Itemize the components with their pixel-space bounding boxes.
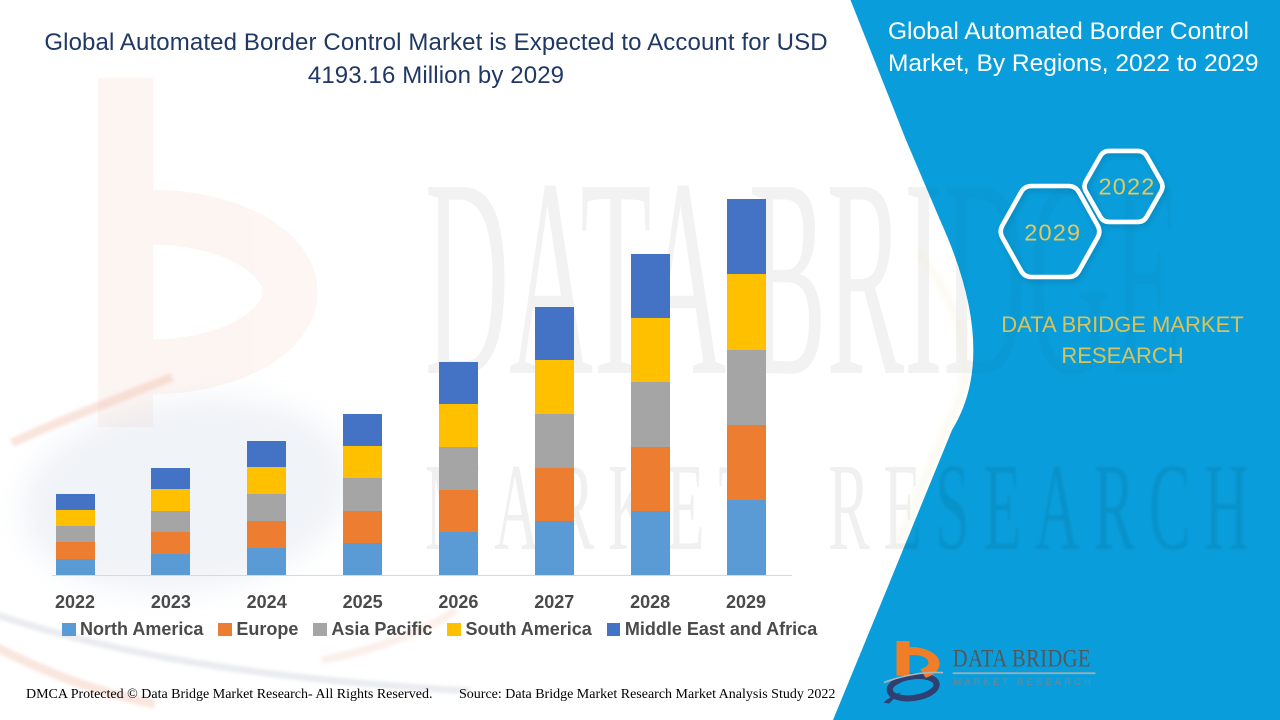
svg-text:DATA BRIDGE: DATA BRIDGE: [953, 645, 1091, 672]
svg-text:2029: 2029: [1024, 220, 1081, 246]
svg-text:2022: 2022: [1098, 174, 1155, 200]
svg-text:MARKET RESEARCH: MARKET RESEARCH: [953, 677, 1094, 688]
